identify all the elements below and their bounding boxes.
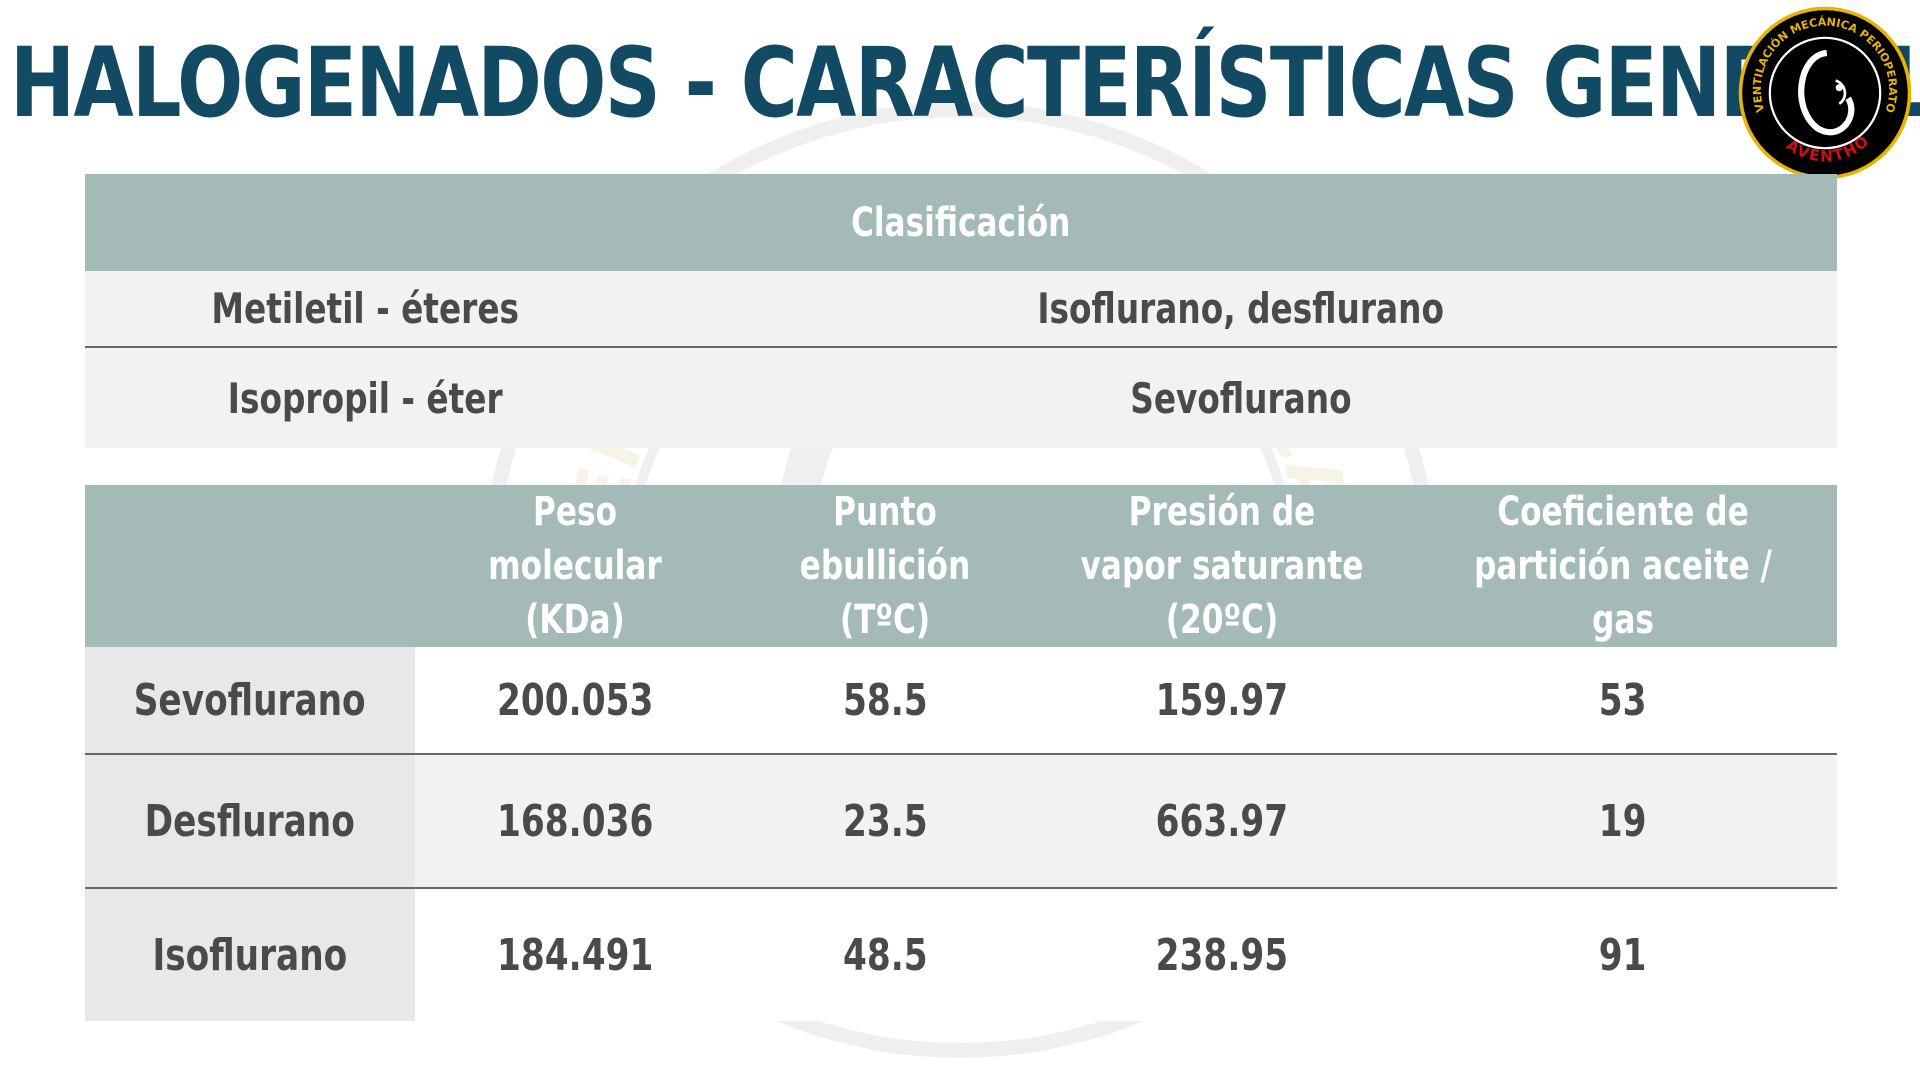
classification-agents: Sevoflurano bbox=[1130, 373, 1352, 423]
header-boiling-point: Punto ebullición (TºC) bbox=[799, 489, 971, 643]
page-title: HALOGENADOS - CARACTERÍSTICAS GENERALES bbox=[10, 27, 1920, 139]
boiling-point-value: 58.5 bbox=[842, 674, 928, 726]
agent-name: Sevoflurano bbox=[134, 674, 366, 726]
classification-row: Isopropil - éter Sevoflurano bbox=[85, 348, 1837, 448]
vapor-pressure-value: 663.97 bbox=[1155, 795, 1289, 847]
table-row: Sevoflurano 200.053 58.5 159.97 53 bbox=[85, 647, 1837, 753]
aventho-logo-icon: VENTILACIÓN MECÁNICA PERIOPERATORIA AVEN… bbox=[1736, 4, 1912, 180]
boiling-point-value: 48.5 bbox=[842, 929, 928, 981]
properties-table: Peso molecular (KDa) Punto ebullición (T… bbox=[85, 485, 1837, 1021]
table-row: Desflurano 168.036 23.5 663.97 19 bbox=[85, 753, 1837, 887]
properties-header: Peso molecular (KDa) Punto ebullición (T… bbox=[85, 485, 1837, 647]
boiling-point-value: 23.5 bbox=[842, 795, 928, 847]
partition-coefficient-value: 91 bbox=[1599, 929, 1647, 981]
classification-table: Clasificación Metiletil - éteres Isoflur… bbox=[85, 174, 1837, 448]
table-row: Isoflurano 184.491 48.5 238.95 91 bbox=[85, 887, 1837, 1021]
classification-group: Metiletil - éteres bbox=[211, 284, 519, 333]
partition-coefficient-value: 53 bbox=[1599, 674, 1647, 726]
agent-name: Desflurano bbox=[144, 795, 356, 847]
molecular-weight-value: 200.053 bbox=[496, 674, 654, 726]
agent-name: Isoflurano bbox=[152, 929, 348, 981]
header-molecular-weight: Peso molecular (KDa) bbox=[488, 489, 662, 643]
partition-coefficient-value: 19 bbox=[1599, 795, 1647, 847]
classification-header-label: Clasificación bbox=[851, 199, 1071, 246]
header-partition-coefficient: Coeficiente de partición aceite / gas bbox=[1474, 489, 1772, 643]
vapor-pressure-value: 159.97 bbox=[1155, 674, 1289, 726]
classification-group: Isopropil - éter bbox=[227, 373, 503, 423]
classification-header: Clasificación bbox=[85, 174, 1837, 271]
classification-agents: Isoflurano, desflurano bbox=[1037, 284, 1445, 333]
header-vapor-pressure: Presión de vapor saturante (20ºC) bbox=[1080, 489, 1364, 643]
vapor-pressure-value: 238.95 bbox=[1155, 929, 1289, 981]
molecular-weight-value: 168.036 bbox=[496, 795, 654, 847]
classification-row: Metiletil - éteres Isoflurano, desfluran… bbox=[85, 271, 1837, 348]
molecular-weight-value: 184.491 bbox=[496, 929, 654, 981]
